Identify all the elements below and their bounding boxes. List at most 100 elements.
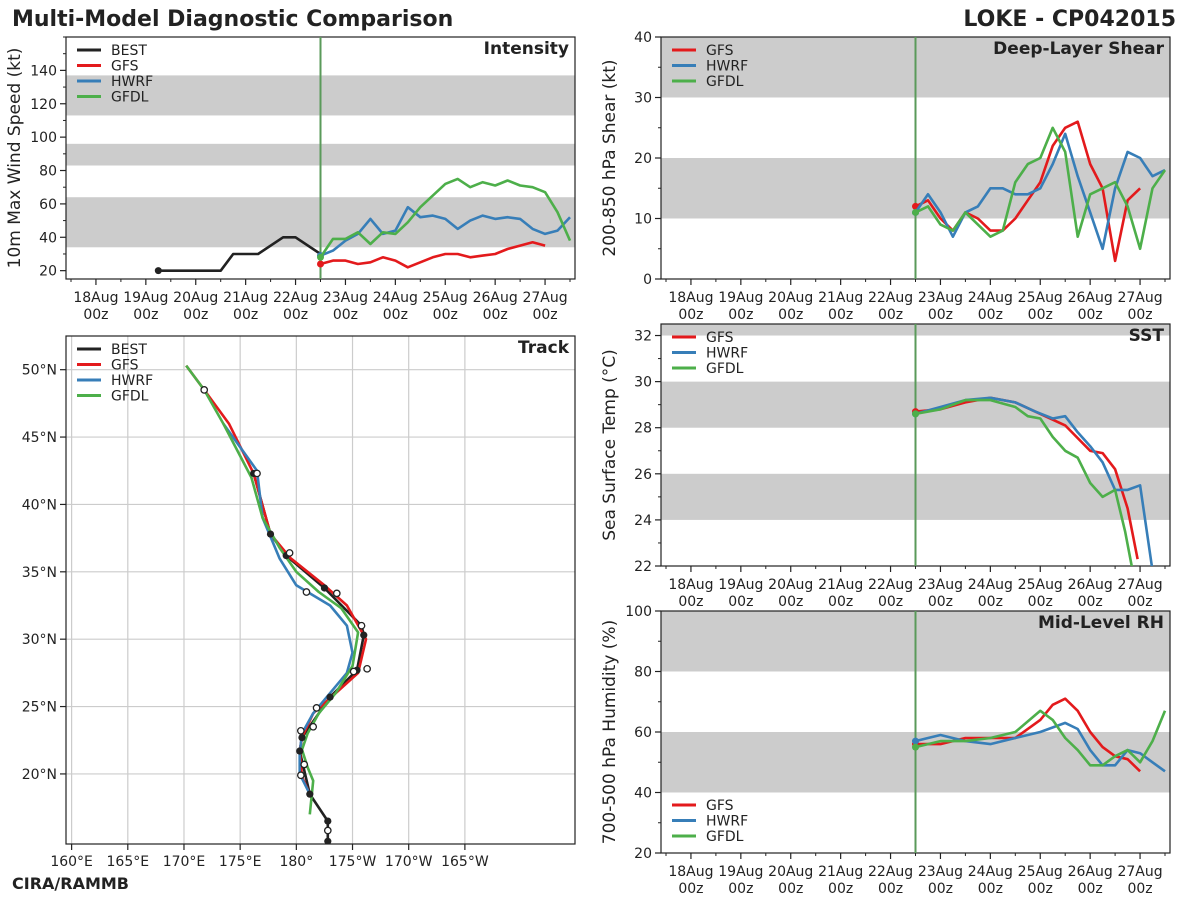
series-gfdl-line (915, 709, 1167, 767)
x-tick-date-label: 19Aug (718, 290, 763, 306)
series-hwrf-line (222, 422, 354, 795)
model-track-point (312, 704, 321, 712)
x-tick-hour-label: 00z (778, 307, 803, 323)
panel-rh: 2040608010018Aug00z19Aug00z20Aug00z21Aug… (600, 604, 1171, 897)
y-axis-label: 700-500 hPa Humidity (%) (600, 620, 620, 844)
x-tick-date-label: 23Aug (918, 864, 963, 880)
x-tick-date-label: 25Aug (423, 290, 468, 306)
series-gfs-line (915, 697, 1142, 773)
y-axis-label: 10m Max Wind Speed (kt) (5, 48, 25, 269)
y-tick-label: 0 (643, 272, 652, 288)
x-tick-hour-label: 00z (928, 307, 953, 323)
x-tick-hour-label: 00z (1028, 307, 1053, 323)
model-track-point (363, 664, 371, 673)
panel-title: Intensity (484, 39, 569, 59)
x-tick-hour-label: 00z (678, 594, 703, 610)
axes-frame (65, 335, 576, 845)
legend-label-gfdl: GFDL (706, 74, 744, 90)
x-tick-date-label: 26Aug (1068, 290, 1113, 306)
x-tick-date-label: 27Aug (1117, 577, 1162, 593)
best-track-point (320, 584, 329, 592)
series-gfdl-line (915, 398, 1134, 566)
legend-label-hwrf: HWRF (111, 373, 153, 389)
x-tick-date-label: 27Aug (1117, 290, 1162, 306)
model-track-point (285, 549, 294, 557)
legend-label-gfs: GFS (111, 358, 139, 374)
legend-label-gfs: GFS (111, 59, 139, 75)
x-tick-date-label: 27Aug (522, 290, 567, 306)
y-tick-label: 35°N (22, 565, 57, 581)
x-tick-hour-label: 00z (928, 881, 953, 897)
series-gfs-start-point (317, 260, 324, 268)
x-tick-date-label: 26Aug (1068, 577, 1113, 593)
x-tick-date-label: 26Aug (473, 290, 518, 306)
y-tick-label: 40 (39, 230, 57, 246)
x-tick-hour-label: 00z (728, 307, 753, 323)
x-tick-hour-label: 00z (383, 307, 408, 323)
legend-label-hwrf: HWRF (111, 74, 153, 90)
x-tick-date-label: 20Aug (173, 290, 218, 306)
x-tick-date-label: 19Aug (123, 290, 168, 306)
x-tick-date-label: 18Aug (668, 577, 713, 593)
x-tick-hour-label: 00z (828, 307, 853, 323)
legend-label-gfdl: GFDL (111, 90, 149, 106)
y-tick-label: 10 (634, 212, 652, 228)
x-tick-hour-label: 00z (678, 881, 703, 897)
y-tick-label: 140 (30, 63, 57, 79)
x-tick-hour-label: 00z (878, 307, 903, 323)
x-tick-hour-label: 00z (532, 307, 557, 323)
x-tick-hour-label: 00z (878, 594, 903, 610)
x-tick-date-label: 24Aug (968, 864, 1013, 880)
x-tick-date-label: 21Aug (818, 864, 863, 880)
x-tick-date-label: 20Aug (768, 864, 813, 880)
x-tick-hour-label: 00z (1127, 881, 1152, 897)
x-tick-hour-label: 00z (1127, 594, 1152, 610)
legend-label-gfs: GFS (706, 330, 734, 346)
series-gfdl-start-point (912, 743, 919, 751)
series-hwrf-line (915, 721, 1166, 773)
legend-label-gfdl: GFDL (111, 389, 149, 405)
model-track-point (200, 386, 209, 394)
x-tick-hour-label: 00z (483, 307, 508, 323)
x-tick-date-label: 20Aug (768, 290, 813, 306)
legend-label-gfs: GFS (706, 798, 734, 814)
x-tick-hour-label: 00z (678, 307, 703, 323)
x-tick-hour-label: 00z (433, 307, 458, 323)
y-tick-label: 20 (39, 264, 57, 280)
y-tick-label: 100 (30, 130, 57, 146)
y-tick-label: 45°N (22, 430, 57, 446)
model-track-point (296, 771, 305, 780)
y-tick-label: 30°N (22, 632, 57, 648)
model-track-point (323, 826, 332, 835)
series-gfdl-line (914, 126, 1167, 251)
x-tick-hour-label: 00z (778, 594, 803, 610)
best-track-point (324, 817, 332, 825)
y-tick-label: 32 (634, 329, 652, 345)
y-tick-label: 80 (634, 665, 652, 681)
x-tick-date-label: 22Aug (868, 864, 913, 880)
x-tick-label: 175°W (329, 854, 377, 870)
series-gfdl-start-point (912, 410, 919, 418)
legend-label-hwrf: HWRF (706, 814, 748, 830)
legend-label-hwrf: HWRF (706, 59, 748, 75)
legend-label-gfdl: GFDL (706, 829, 744, 845)
x-tick-date-label: 19Aug (718, 577, 763, 593)
best-track-point (324, 837, 332, 844)
series-gfs-line (185, 364, 368, 795)
x-tick-hour-label: 00z (878, 881, 903, 897)
legend-label-gfs: GFS (706, 43, 734, 59)
x-tick-date-label: 23Aug (918, 577, 963, 593)
x-tick-hour-label: 00z (928, 594, 953, 610)
y-axis-label: 200-850 hPa Shear (kt) (600, 59, 620, 256)
y-tick-label: 30 (634, 91, 652, 107)
panel-shear: 01020304018Aug00z19Aug00z20Aug00z21Aug00… (600, 30, 1171, 323)
x-tick-label: 175°E (219, 854, 262, 870)
x-tick-hour-label: 00z (1078, 594, 1103, 610)
x-tick-date-label: 25Aug (1018, 577, 1063, 593)
best-track-point (296, 747, 304, 755)
panel-title: SST (1129, 326, 1165, 346)
x-tick-date-label: 23Aug (323, 290, 368, 306)
x-tick-hour-label: 00z (728, 594, 753, 610)
